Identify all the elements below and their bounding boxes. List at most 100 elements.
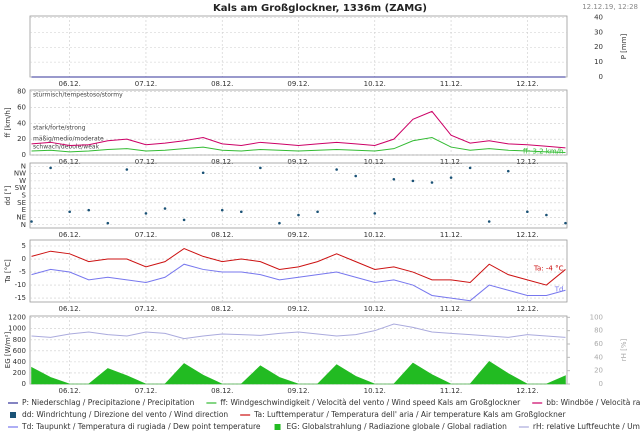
end-label: Td <box>554 285 564 293</box>
x-tick-label: 06.12. <box>59 231 81 239</box>
y2-tick-label: 20 <box>594 367 603 375</box>
data-point <box>239 210 243 214</box>
data-point <box>335 168 338 171</box>
x-tick-label: 10.12. <box>364 231 386 239</box>
x-tick-label: 10.12. <box>364 80 386 88</box>
y2-tick-label: 100 <box>590 313 603 321</box>
x-tick-label: 08.12. <box>211 158 233 166</box>
y-tick-label: 20 <box>594 43 603 51</box>
x-tick-label: 12.12. <box>516 305 538 313</box>
y-axis-title: P [mm] <box>620 33 628 59</box>
data-point <box>373 212 377 215</box>
y-tick-label: 600 <box>13 347 26 355</box>
x-tick-label: 11.12. <box>440 80 462 88</box>
data-point <box>411 179 415 183</box>
x-tick-label: 07.12. <box>135 158 157 166</box>
y-tick-label: W <box>19 177 26 185</box>
x-tick-label: 11.12. <box>440 158 462 166</box>
x-tick-label: 09.12. <box>287 387 309 395</box>
y-tick-label: 0 <box>22 151 26 159</box>
x-tick-label: 08.12. <box>211 80 233 88</box>
x-tick-label: 10.12. <box>364 158 386 166</box>
data-point <box>87 208 91 212</box>
y-tick-label: SW <box>15 184 26 192</box>
end-label: ff: 3.2 km/h <box>523 147 563 155</box>
line <box>31 110 566 149</box>
x-tick-label: 10.12. <box>364 387 386 395</box>
x-tick-label: 11.12. <box>440 387 462 395</box>
end-label: Ta: -4 °C <box>533 264 564 272</box>
x-tick-label: 07.12. <box>135 80 157 88</box>
band-label: mäßig/medio/moderate <box>33 136 104 143</box>
band-label: stark/forte/strong <box>33 125 86 132</box>
y-tick-label: 40 <box>594 13 603 21</box>
x-tick-label: 06.12. <box>59 387 81 395</box>
data-point <box>68 210 71 214</box>
x-tick-label: 08.12. <box>211 387 233 395</box>
legend-label: bb: Windböe / Velocità raffica / Wind gu… <box>546 398 640 407</box>
x-tick-label: 06.12. <box>59 305 81 313</box>
x-tick-label: 08.12. <box>211 305 233 313</box>
y-axis-title: ff [km/h] <box>4 107 12 137</box>
y-tick-label: 60 <box>17 103 26 111</box>
band-label: schwach/debole/weak <box>33 144 100 151</box>
data-point <box>526 210 529 214</box>
y-tick-label: E <box>22 206 26 214</box>
data-point <box>163 207 167 210</box>
legend-label: ff: Windgeschwindigkeit / Velocità del v… <box>220 398 521 407</box>
legend-label: dd: Windrichtung / Direzione del vento /… <box>22 410 228 419</box>
y-tick-label: 30 <box>594 28 603 36</box>
line <box>31 323 566 340</box>
x-tick-label: 07.12. <box>135 305 157 313</box>
y-tick-label: 1200 <box>8 314 26 322</box>
x-tick-label: 12.12. <box>516 387 538 395</box>
y-tick-label: 5 <box>22 242 26 250</box>
y-tick-label: N <box>21 221 26 229</box>
y2-tick-label: 80 <box>594 327 603 335</box>
data-point <box>201 171 205 175</box>
data-point <box>392 177 396 181</box>
y2-axis-title: rH [%] <box>620 338 628 361</box>
data-point <box>468 166 472 170</box>
x-tick-label: 11.12. <box>440 231 462 239</box>
data-point <box>30 220 33 223</box>
x-tick-label: 12.12. <box>516 231 538 239</box>
y-tick-label: 10 <box>594 58 603 66</box>
legend-label: rH: relative Luftfeuchte / Umidità relat… <box>533 422 640 431</box>
legend-marker <box>274 424 281 430</box>
y-tick-label: SE <box>17 199 26 207</box>
y-tick-label: 40 <box>17 119 26 127</box>
data-point <box>297 213 300 217</box>
y-tick-label: 0 <box>599 73 603 81</box>
legend-label: Ta: Lufttemperatur / Temperatura dell' a… <box>253 410 566 419</box>
y-tick-label: 800 <box>13 336 26 344</box>
y-tick-label: 1000 <box>8 325 26 333</box>
line <box>31 248 566 286</box>
x-tick-label: 07.12. <box>135 231 157 239</box>
data-point <box>182 218 186 222</box>
y-tick-label: 0 <box>22 380 26 388</box>
y2-tick-label: 0 <box>599 380 603 388</box>
y-tick-label: 0 <box>22 255 26 263</box>
y-axis-title: EG [W/m²] <box>4 332 12 369</box>
y-tick-label: NW <box>14 170 26 178</box>
x-tick-label: 09.12. <box>287 231 309 239</box>
y-axis-title: Ta [°C] <box>4 259 12 284</box>
data-point <box>316 210 319 214</box>
x-tick-label: 09.12. <box>287 305 309 313</box>
y-axis-title: dd [°] <box>4 185 12 205</box>
y-tick-label: -5 <box>19 268 26 276</box>
timestamp: 12.12.19, 12:28 <box>582 3 638 11</box>
x-tick-label: 06.12. <box>59 80 81 88</box>
data-point <box>354 174 358 178</box>
y-tick-label: 80 <box>17 88 26 96</box>
line <box>31 137 566 153</box>
x-tick-label: 09.12. <box>287 80 309 88</box>
band-label: stürmisch/tempestoso/stormy <box>33 92 123 99</box>
data-point <box>144 212 148 215</box>
y-tick-label: -10 <box>15 281 26 289</box>
x-tick-label: 11.12. <box>440 305 462 313</box>
x-tick-label: 06.12. <box>59 158 81 166</box>
data-point <box>220 208 224 212</box>
line <box>31 263 566 302</box>
